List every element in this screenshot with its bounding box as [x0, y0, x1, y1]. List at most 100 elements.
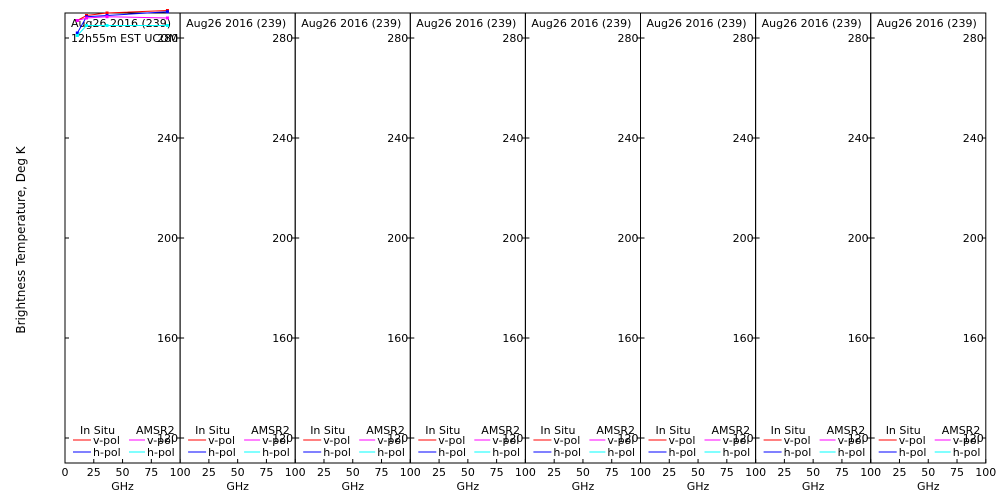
legend-header-insitu: In Situ [886, 424, 921, 437]
x-tick-label: 50 [576, 466, 590, 479]
panel-3: Aug26 2016 (239) 120 160 200 240 280 25 50 75 100… [294, 12, 421, 493]
panels-group: Aug26 2016 (239) 12h55m EST UCOM 120 160 200… [62, 9, 996, 493]
x-tick-label: 50 [346, 466, 360, 479]
legend-label-amsr2-v: v-pol [607, 434, 634, 447]
x-tick-label: 75 [720, 466, 734, 479]
legend-header-amsr2: AMSR2 [251, 424, 290, 437]
legend-label-insitu-v: v-pol [553, 434, 580, 447]
panel-5: Aug26 2016 (239) 120 160 200 240 280 25 50 75 100… [524, 12, 651, 493]
y-tick-label: 120 [963, 432, 984, 445]
y-tick-label: 240 [502, 132, 523, 145]
x-tick-label: 25 [777, 466, 791, 479]
x-tick-label: 100 [400, 466, 421, 479]
y-tick-label: 160 [733, 332, 754, 345]
legend-label-amsr2-v: v-pol [492, 434, 519, 447]
x-tick-label: 50 [116, 466, 130, 479]
y-tick-label: 120 [502, 432, 523, 445]
series-line-amsr2_v [77, 16, 168, 21]
legend-label-amsr2-v: v-pol [262, 434, 289, 447]
legend-header-insitu: In Situ [540, 424, 575, 437]
legend-header-insitu: In Situ [656, 424, 691, 437]
x-tick-label: 0 [62, 466, 69, 479]
y-tick-label: 280 [157, 32, 178, 45]
y-tick-label: 200 [733, 232, 754, 245]
x-tick-label: 75 [835, 466, 849, 479]
legend-label-insitu-h: h-pol [438, 446, 466, 459]
y-tick-label: 200 [618, 232, 639, 245]
legend-label-insitu-v: v-pol [899, 434, 926, 447]
panel-title: Aug26 2016 (239) [71, 17, 171, 30]
legend-label-insitu-v: v-pol [323, 434, 350, 447]
legend-label-amsr2-h: h-pol [838, 446, 866, 459]
y-tick-label: 120 [387, 432, 408, 445]
x-tick-label: 100 [975, 466, 996, 479]
legend-label-amsr2-v: v-pol [838, 434, 865, 447]
y-tick-label: 240 [618, 132, 639, 145]
series-point-amsr2_v [165, 16, 169, 20]
y-tick-label: 160 [502, 332, 523, 345]
y-tick-label: 120 [272, 432, 293, 445]
y-tick-label: 160 [387, 332, 408, 345]
x-tick-label: 25 [547, 466, 561, 479]
series-point-insitu_h [165, 10, 169, 14]
y-tick-label: 120 [618, 432, 639, 445]
panel-title: Aug26 2016 (239) [531, 17, 631, 30]
legend-label-insitu-h: h-pol [323, 446, 351, 459]
panel-subtitle: 12h55m EST UCOM [71, 32, 178, 45]
legend-label-amsr2-v: v-pol [377, 434, 404, 447]
panel-7: Aug26 2016 (239) 120 160 200 240 280 25 50 75 100… [755, 12, 881, 493]
legend-header-amsr2: AMSR2 [827, 424, 866, 437]
legend-label-insitu-v: v-pol [669, 434, 696, 447]
panel-title: Aug26 2016 (239) [877, 17, 977, 30]
legend-label-insitu-v: v-pol [784, 434, 811, 447]
series-point-insitu_v [105, 11, 109, 15]
series-line-amsr2_h [76, 25, 168, 36]
y-tick-label: 200 [272, 232, 293, 245]
panel-title: Aug26 2016 (239) [647, 17, 747, 30]
legend-label-insitu-h: h-pol [899, 446, 927, 459]
legend-label-insitu-v: v-pol [208, 434, 235, 447]
series-line-insitu_h [76, 11, 168, 34]
series-point-amsr2_h [105, 24, 109, 27]
x-tick-label: 100 [285, 466, 306, 479]
panel-4: Aug26 2016 (239) 120 160 200 240 280 25 50 75 100… [409, 12, 536, 493]
x-tick-label: 75 [605, 466, 619, 479]
legend-header-amsr2: AMSR2 [366, 424, 405, 437]
x-tick-label: 25 [662, 466, 676, 479]
legend-label-amsr2-h: h-pol [607, 446, 635, 459]
y-tick-label: 280 [387, 32, 408, 45]
series-point-insitu_h [75, 31, 79, 35]
series-line-insitu_v [77, 10, 168, 21]
panel-8: Aug26 2016 (239) 120 160 200 240 280 25 50 75 100… [870, 12, 996, 493]
legend-label-insitu-v: v-pol [438, 434, 465, 447]
legend-header-amsr2: AMSR2 [712, 424, 751, 437]
x-tick-label: 100 [515, 466, 536, 479]
y-tick-label: 240 [963, 132, 984, 145]
x-axis-label: GHz [572, 480, 595, 493]
y-axis-label: Brightness Temperature, Deg K [14, 145, 28, 333]
x-axis-label: GHz [111, 480, 134, 493]
x-tick-label: 100 [745, 466, 766, 479]
y-tick-label: 240 [848, 132, 869, 145]
y-tick-label: 240 [733, 132, 754, 145]
y-tick-label: 160 [963, 332, 984, 345]
y-tick-label: 240 [387, 132, 408, 145]
y-tick-label: 160 [848, 332, 869, 345]
panel-title: Aug26 2016 (239) [301, 17, 401, 30]
x-tick-label: 25 [432, 466, 446, 479]
x-tick-label: 50 [691, 466, 705, 479]
x-tick-label: 75 [490, 466, 504, 479]
y-tick-label: 160 [157, 332, 178, 345]
y-tick-label: 120 [733, 432, 754, 445]
x-tick-label: 75 [144, 466, 158, 479]
x-tick-label: 75 [375, 466, 389, 479]
legend-label-amsr2-h: h-pol [723, 446, 751, 459]
x-tick-label: 50 [921, 466, 935, 479]
x-axis-label: GHz [341, 480, 364, 493]
x-tick-label: 50 [231, 466, 245, 479]
x-tick-label: 100 [860, 466, 881, 479]
y-tick-label: 120 [157, 432, 178, 445]
x-axis-label: GHz [226, 480, 249, 493]
x-tick-label: 25 [87, 466, 101, 479]
y-tick-label: 280 [618, 32, 639, 45]
